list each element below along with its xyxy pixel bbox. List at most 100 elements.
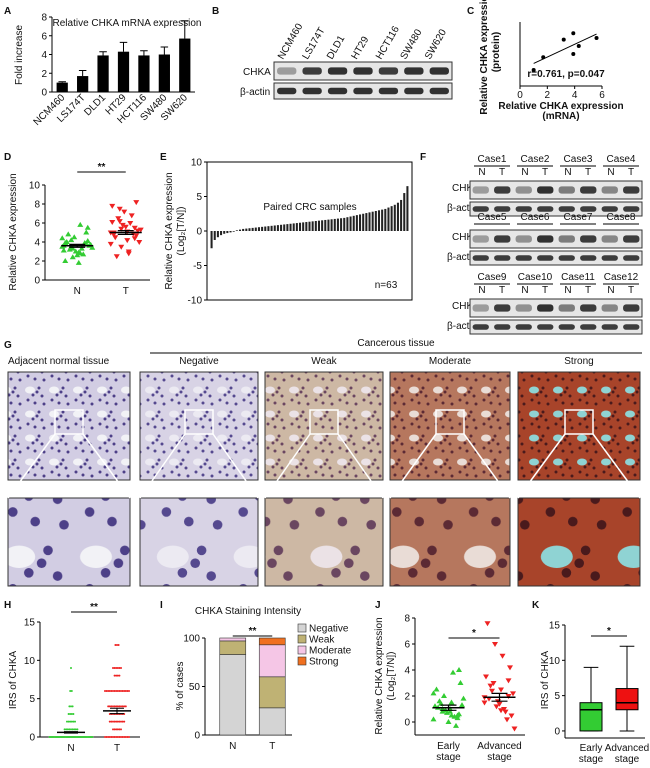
bar	[355, 215, 358, 231]
box	[579, 702, 603, 732]
point	[70, 705, 72, 708]
point	[110, 705, 113, 708]
point	[504, 717, 510, 723]
point	[72, 720, 75, 723]
blot-band	[601, 235, 618, 243]
blot-band	[515, 324, 532, 330]
x-tick-label: N	[67, 743, 74, 754]
legend-swatch	[297, 623, 307, 633]
bar	[138, 55, 150, 92]
case-label: Case1	[478, 154, 507, 165]
dot-row	[104, 690, 130, 692]
x-tick-label: Early stage	[579, 743, 604, 765]
box	[615, 688, 639, 711]
bar	[117, 51, 130, 92]
y-axis-label: (Log₂[T/N])	[176, 207, 187, 256]
dot-row	[112, 728, 122, 731]
dot-row	[68, 705, 74, 708]
blot-row-label: β-actin	[447, 252, 477, 263]
point	[121, 705, 124, 708]
blot-band	[472, 255, 489, 261]
panel-letter: D	[4, 152, 11, 163]
point	[108, 720, 111, 723]
blot-actin	[469, 319, 643, 335]
zoom-box	[309, 409, 339, 435]
bar	[254, 227, 257, 231]
point	[451, 713, 458, 719]
point	[69, 245, 76, 251]
text-line: stage	[436, 752, 461, 763]
text-line: Early	[437, 741, 460, 752]
point	[120, 736, 122, 738]
x-tick-label: Advanced stage	[605, 743, 649, 765]
dot-row	[70, 667, 72, 669]
point	[118, 674, 121, 677]
point	[113, 690, 116, 692]
point	[116, 667, 119, 669]
zoom-box	[184, 409, 214, 435]
point	[109, 203, 116, 209]
point	[505, 694, 512, 699]
bar-segment	[258, 644, 286, 678]
bar	[235, 230, 238, 231]
point	[118, 667, 121, 669]
dot-row	[48, 736, 94, 738]
point	[457, 680, 464, 685]
y-axis-label: Relative CHKA expression	[8, 173, 19, 290]
bar	[384, 208, 387, 231]
lane-label: N	[521, 167, 528, 178]
point	[136, 240, 143, 245]
point	[122, 224, 129, 230]
y-tick-label: 15	[24, 618, 36, 629]
point	[70, 690, 73, 692]
blot-band	[601, 255, 618, 261]
point	[115, 667, 118, 669]
y-tick-label: 0	[404, 718, 410, 729]
point	[125, 251, 132, 257]
bar	[390, 206, 393, 231]
point	[105, 736, 108, 738]
lane-label: T	[585, 285, 591, 296]
bar	[77, 76, 89, 92]
point	[430, 716, 437, 722]
blot-band	[580, 304, 597, 312]
blot-actin	[469, 201, 643, 217]
bar	[368, 212, 371, 231]
blot-row-label: β-actin	[240, 87, 270, 98]
bar	[349, 216, 352, 231]
x-tick-label: 2	[545, 90, 551, 101]
x-axis-label: Relative CHKA expression	[498, 101, 623, 112]
blot-band	[580, 186, 597, 194]
bar	[362, 213, 365, 231]
x-tick-label: Advanced stage	[477, 741, 521, 763]
point	[71, 234, 78, 240]
bar	[229, 231, 232, 233]
text-line: Early	[580, 743, 603, 754]
text-line: N	[74, 286, 81, 297]
point	[70, 667, 72, 669]
blot-band	[558, 186, 575, 194]
point	[137, 227, 144, 233]
y-tick-label: 5	[554, 691, 560, 702]
point	[69, 720, 72, 723]
point	[67, 713, 70, 715]
tissue-image	[389, 371, 511, 481]
bar	[245, 228, 248, 231]
point	[70, 713, 73, 715]
blot-chka	[469, 229, 643, 249]
point	[59, 235, 66, 241]
bar	[396, 202, 399, 231]
point	[128, 213, 135, 219]
case-label: Case10	[518, 272, 553, 283]
sem-bar	[440, 704, 457, 711]
point	[109, 220, 116, 226]
bar	[248, 228, 251, 231]
point	[498, 687, 504, 693]
blot-band	[378, 87, 399, 95]
y-tick-label: 0	[194, 731, 200, 742]
point	[68, 705, 71, 708]
point	[456, 711, 462, 717]
y-tick-label: 10	[549, 656, 561, 667]
point	[113, 720, 116, 723]
point	[456, 667, 462, 672]
